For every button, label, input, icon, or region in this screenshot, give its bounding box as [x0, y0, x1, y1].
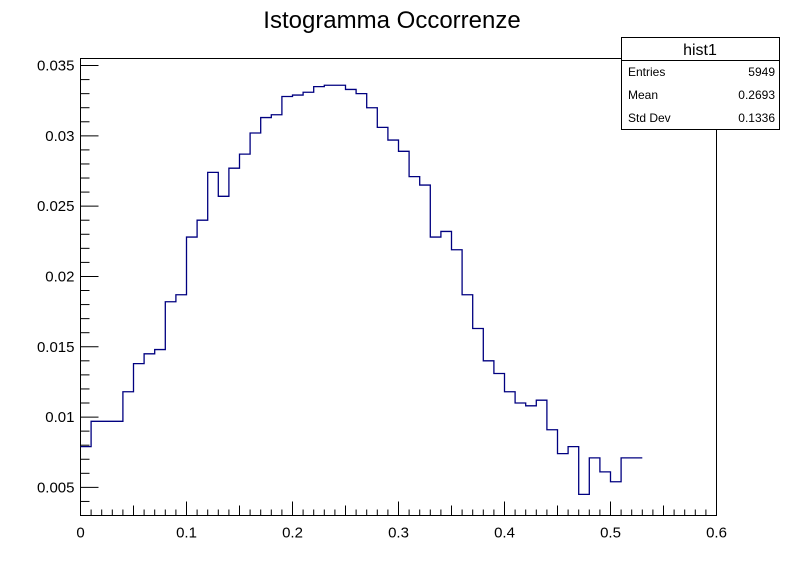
- stats-entries-label: Entries: [628, 65, 665, 79]
- x-tick-label: 0.1: [176, 525, 197, 542]
- x-tick-label: 0.4: [494, 525, 515, 542]
- y-tick-label: 0.03: [45, 128, 74, 145]
- y-tick-label: 0.015: [37, 339, 75, 356]
- y-tick-label: 0.02: [45, 268, 74, 285]
- stats-box: hist1 Entries 5949 Mean 0.2693 Std Dev 0…: [621, 37, 780, 130]
- x-tick-label: 0.2: [282, 525, 303, 542]
- stats-box-title: hist1: [683, 42, 717, 59]
- stats-stddev-value: 0.1336: [738, 111, 775, 125]
- chart-title: Istogramma Occorrenze: [263, 7, 520, 34]
- y-tick-label: 0.005: [37, 479, 75, 496]
- x-tick-label: 0.3: [388, 525, 409, 542]
- histogram-series-line: [80, 84, 643, 496]
- stats-stddev-label: Std Dev: [628, 111, 671, 125]
- y-tick-label: 0.01: [45, 409, 74, 426]
- y-axis: 0.005 0.01 0.015 0.02 0.025 0.03 0.035: [37, 58, 99, 516]
- x-tick-label: 0.6: [706, 525, 727, 542]
- x-tick-label: 0: [76, 525, 84, 542]
- stats-mean-label: Mean: [628, 88, 658, 102]
- x-axis: 0 0.1 0.2 0.3 0.4 0.5 0.6: [76, 501, 727, 542]
- y-tick-label: 0.025: [37, 198, 75, 215]
- stats-mean-value: 0.2693: [738, 88, 775, 102]
- x-tick-label: 0.5: [600, 525, 621, 542]
- stats-entries-value: 5949: [748, 65, 775, 79]
- stats-box-frame: [621, 37, 780, 130]
- y-tick-label: 0.035: [37, 58, 75, 75]
